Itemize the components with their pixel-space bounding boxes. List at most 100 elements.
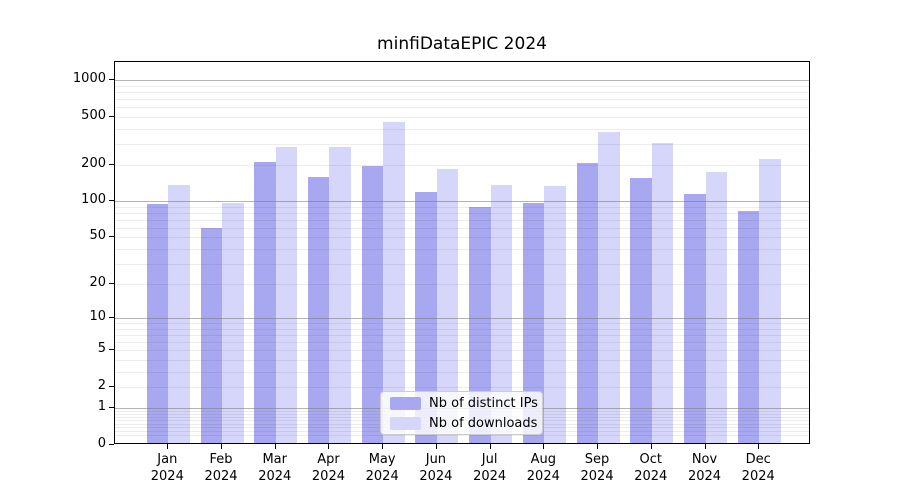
- bar-distinct-ips-jan: [146, 204, 169, 443]
- y-tick-mark: [109, 164, 114, 166]
- y-tick-label: 50: [89, 228, 106, 244]
- x-tick-label: Aug 2024: [526, 452, 560, 484]
- bar-downloads-may: [383, 122, 405, 443]
- y-tick-label: 1000: [72, 71, 106, 87]
- legend-label-distinct-ips: Nb of distinct IPs: [429, 395, 538, 411]
- y-tick-label: 0: [97, 436, 106, 451]
- x-tick-mark: [328, 444, 330, 449]
- y-tick-label: 2: [97, 378, 106, 393]
- bar-downloads-sep: [598, 132, 620, 443]
- legend: Nb of distinct IPs Nb of downloads: [380, 391, 543, 435]
- minor-gridline: [115, 213, 809, 214]
- plot-area: [114, 61, 810, 444]
- y-tick-mark: [109, 79, 114, 81]
- bar-downloads-jul: [490, 185, 513, 443]
- bar-downloads-jun: [436, 168, 459, 443]
- chart-title: minfiDataEPIC 2024: [377, 34, 547, 54]
- y-tick-mark: [109, 349, 114, 351]
- x-tick-mark: [274, 444, 276, 449]
- x-tick-mark: [489, 444, 491, 449]
- x-tick-mark: [435, 444, 437, 449]
- minor-gridline: [115, 360, 809, 361]
- x-tick-mark: [704, 444, 706, 449]
- bar-downloads-jan: [168, 185, 190, 443]
- minor-gridline: [115, 228, 809, 229]
- x-tick-label: Sep 2024: [580, 452, 614, 484]
- minor-gridline: [115, 220, 809, 221]
- minor-gridline: [115, 350, 809, 352]
- y-tick-label: 5: [97, 341, 106, 357]
- minor-gridline: [115, 371, 809, 373]
- minor-gridline: [115, 329, 809, 330]
- y-tick-mark: [109, 444, 114, 445]
- minor-gridline: [115, 335, 809, 337]
- bar-downloads-dec: [759, 158, 781, 443]
- bar-downloads-apr: [329, 147, 351, 443]
- x-tick-label: Jan 2024: [150, 452, 184, 484]
- bar-distinct-ips-dec: [737, 211, 760, 443]
- x-tick-label: May 2024: [365, 452, 399, 484]
- x-tick-mark: [650, 444, 652, 449]
- y-tick-mark: [109, 317, 114, 319]
- bar-downloads-oct: [651, 142, 674, 443]
- x-tick-mark: [758, 444, 760, 449]
- minor-gridline: [115, 92, 809, 94]
- y-tick-mark: [109, 386, 114, 387]
- bar-downloads-mar: [275, 146, 298, 443]
- x-tick-label: Apr 2024: [311, 452, 345, 484]
- x-tick-label: Nov 2024: [687, 452, 722, 484]
- minor-gridline: [115, 143, 809, 145]
- bar-distinct-ips-mar: [254, 161, 276, 443]
- minor-gridline: [115, 165, 809, 166]
- y-tick-mark: [109, 236, 114, 238]
- bar-distinct-ips-nov: [684, 193, 706, 443]
- bar-distinct-ips-sep: [576, 163, 599, 443]
- x-tick-mark: [543, 444, 545, 449]
- minor-gridline: [115, 107, 809, 109]
- legend-item-distinct-ips: Nb of distinct IPs: [390, 396, 542, 411]
- minor-gridline: [115, 284, 809, 286]
- y-tick-mark: [109, 115, 114, 117]
- minor-gridline: [115, 128, 809, 130]
- y-tick-label: 500: [81, 107, 106, 123]
- minor-gridline: [115, 435, 809, 437]
- bar-distinct-ips-oct: [630, 177, 652, 443]
- y-tick-label: 1: [97, 399, 106, 415]
- bar-distinct-ips-feb: [200, 227, 223, 443]
- y-tick-mark: [109, 407, 114, 409]
- bar-distinct-ips-jul: [469, 206, 491, 443]
- bar-distinct-ips-apr: [307, 177, 330, 443]
- minor-gridline: [115, 99, 809, 101]
- y-tick-label: 100: [81, 192, 106, 208]
- legend-swatch-distinct-ips: [390, 396, 421, 410]
- bar-downloads-aug: [544, 186, 566, 443]
- legend-item-downloads: Nb of downloads: [390, 416, 542, 431]
- major-gridline: [115, 201, 809, 203]
- bar-distinct-ips-aug: [522, 202, 545, 443]
- minor-gridline: [115, 323, 809, 325]
- x-tick-mark: [597, 444, 599, 449]
- y-tick-mark: [109, 283, 114, 285]
- minor-gridline: [115, 206, 809, 208]
- minor-gridline: [115, 85, 809, 87]
- y-tick-mark: [109, 200, 114, 202]
- x-tick-mark: [221, 444, 223, 449]
- y-tick-label: 200: [81, 156, 106, 172]
- x-tick-mark: [167, 444, 169, 449]
- bar-downloads-nov: [705, 171, 727, 443]
- bar-distinct-ips-may: [361, 165, 384, 443]
- minor-gridline: [115, 342, 809, 344]
- major-gridline: [115, 80, 809, 82]
- x-tick-label: Jul 2024: [473, 452, 507, 484]
- y-tick-label: 20: [89, 275, 106, 291]
- major-gridline: [115, 318, 809, 320]
- x-tick-label: Dec 2024: [741, 452, 775, 484]
- legend-swatch-downloads: [390, 416, 421, 430]
- x-tick-label: Feb 2024: [204, 452, 238, 484]
- bar-distinct-ips-jun: [415, 191, 437, 443]
- legend-label-downloads: Nb of downloads: [429, 415, 538, 431]
- x-tick-label: Oct 2024: [634, 452, 668, 484]
- x-tick-mark: [382, 444, 384, 449]
- minor-gridline: [115, 116, 809, 118]
